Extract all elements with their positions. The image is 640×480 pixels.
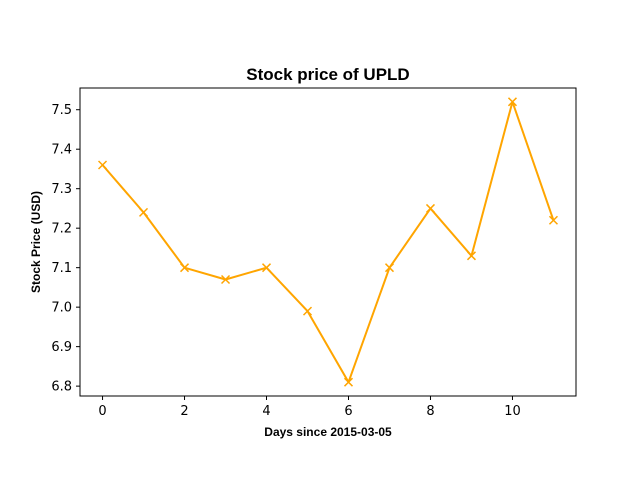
data-point-marker — [507, 97, 517, 107]
data-point-marker — [179, 263, 190, 273]
marker-stroke — [139, 207, 149, 217]
x-tick-label: 0 — [98, 404, 106, 419]
marker-stroke — [507, 97, 517, 107]
series-line — [101, 100, 555, 384]
plot-area: 0 2 4 6 8 10 6.8 6.9 7.0 7.1 7.2 7.3 7.4 7.5 — [51, 87, 577, 419]
data-point-marker — [384, 263, 395, 273]
y-tick-label: 7.2 — [51, 222, 72, 237]
series-markers — [98, 97, 558, 387]
x-tick-label: 8 — [426, 404, 434, 419]
x-axis-ticks: 0 2 4 6 8 10 — [98, 396, 521, 419]
marker-stroke — [425, 203, 436, 213]
axes-frame — [79, 87, 577, 397]
y-tick-label: 7.5 — [51, 103, 72, 118]
data-point-marker — [425, 203, 436, 213]
marker-stroke — [548, 215, 558, 225]
marker-stroke — [179, 263, 190, 273]
y-tick-label: 7.0 — [51, 301, 72, 316]
data-point-marker — [466, 251, 477, 261]
data-point-marker — [220, 274, 231, 285]
x-tick-label: 2 — [180, 404, 188, 419]
y-tick-label: 7.3 — [51, 182, 72, 197]
y-tick-label: 6.9 — [51, 340, 72, 355]
data-point-marker — [139, 207, 149, 217]
data-point-marker — [98, 160, 108, 170]
y-axis-label: Stock Price (USD) — [29, 191, 43, 293]
y-axis-ticks: 6.8 6.9 7.0 7.1 7.2 7.3 7.4 7.5 — [51, 103, 80, 395]
y-tick-label: 7.4 — [51, 143, 72, 158]
data-point-marker — [548, 215, 558, 225]
marker-stroke — [343, 377, 354, 387]
marker-stroke — [384, 263, 395, 273]
chart-title: Stock price of UPLD — [246, 65, 409, 84]
marker-stroke — [302, 306, 313, 316]
marker-stroke — [220, 274, 231, 285]
x-tick-label: 10 — [504, 404, 521, 419]
y-tick-label: 6.8 — [51, 380, 72, 395]
marker-stroke — [466, 251, 477, 261]
marker-stroke — [98, 160, 108, 170]
data-point-marker — [261, 263, 272, 273]
x-tick-label: 4 — [262, 404, 270, 419]
x-axis-label: Days since 2015-03-05 — [264, 425, 392, 439]
data-point-marker — [302, 306, 313, 316]
y-tick-label: 7.1 — [51, 261, 72, 276]
x-tick-label: 6 — [344, 404, 352, 419]
marker-stroke — [261, 263, 272, 273]
data-point-marker — [343, 377, 354, 387]
